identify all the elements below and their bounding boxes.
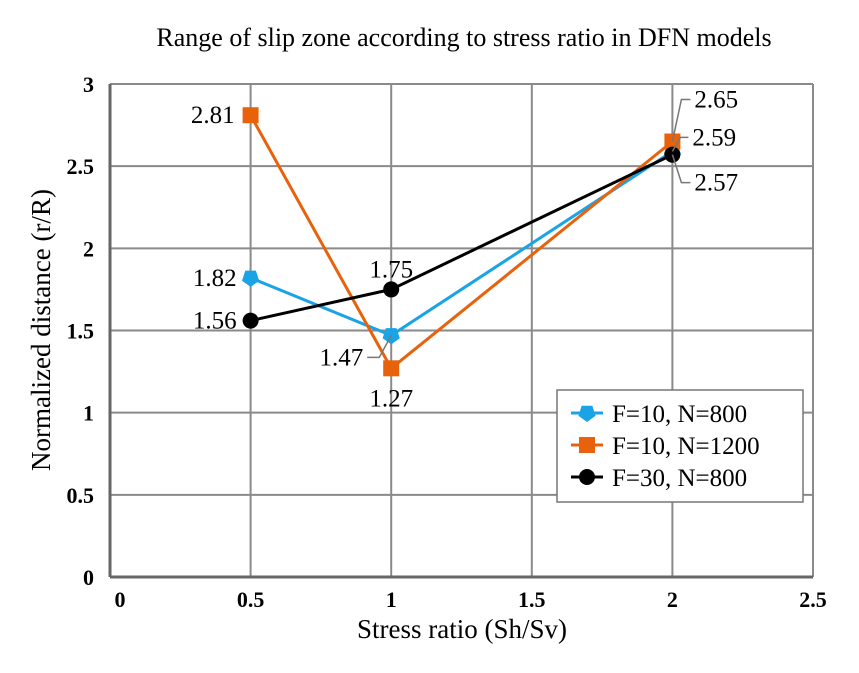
data-point-circle — [383, 281, 400, 298]
legend-entry: F=10, N=1200 — [612, 433, 760, 460]
data-point-pentagon — [242, 270, 260, 287]
data-label: 2.59 — [692, 124, 736, 151]
data-label: 1.56 — [193, 308, 237, 335]
x-tick-label: 0.5 — [237, 587, 265, 612]
y-tick-label: 3 — [83, 72, 94, 97]
legend: F=10, N=800 F=10, N=1200 F=30, N=800 — [556, 389, 804, 503]
data-point-square — [242, 107, 259, 124]
label-leader-line — [367, 335, 392, 359]
data-point-square — [383, 360, 400, 377]
y-tick-label: 2 — [83, 236, 94, 261]
x-tick-label: 1.5 — [518, 587, 546, 612]
label-leader-line — [671, 154, 691, 184]
y-tick-label: 1.5 — [67, 319, 95, 344]
x-tick-label: 0 — [115, 587, 126, 612]
x-tick-label: 2 — [667, 587, 678, 612]
y-tick-label: 2.5 — [67, 154, 95, 179]
x-tick-label: 2.5 — [799, 587, 827, 612]
legend-entry: F=10, N=800 — [612, 401, 747, 428]
legend-entry: F=30, N=800 — [612, 465, 747, 492]
x-tick-label: 1 — [386, 587, 397, 612]
data-label: 1.27 — [369, 385, 413, 412]
data-label: 2.57 — [694, 170, 738, 197]
label-leader-line — [671, 136, 689, 152]
data-label: 1.75 — [369, 256, 413, 283]
y-tick-label: 0 — [83, 565, 94, 590]
data-label: 1.47 — [319, 344, 363, 371]
data-label: 2.81 — [191, 102, 235, 129]
legend-marker-square — [579, 437, 595, 453]
y-tick-label: 0.5 — [67, 483, 95, 508]
legend-marker-pentagon — [578, 405, 596, 422]
data-point-circle — [242, 312, 259, 329]
label-leader-line — [671, 98, 691, 142]
x-axis-label: Stress ratio (Sh/Sv) — [357, 614, 567, 644]
data-label: 1.82 — [193, 265, 237, 292]
chart-title: Range of slip zone according to stress r… — [156, 23, 771, 52]
y-axis-label: Normalized distance (r/R) — [26, 189, 56, 471]
data-label: 2.65 — [694, 87, 738, 114]
legend-marker-circle — [579, 469, 595, 485]
series-line — [250, 153, 674, 323]
y-tick-label: 1 — [83, 401, 94, 426]
